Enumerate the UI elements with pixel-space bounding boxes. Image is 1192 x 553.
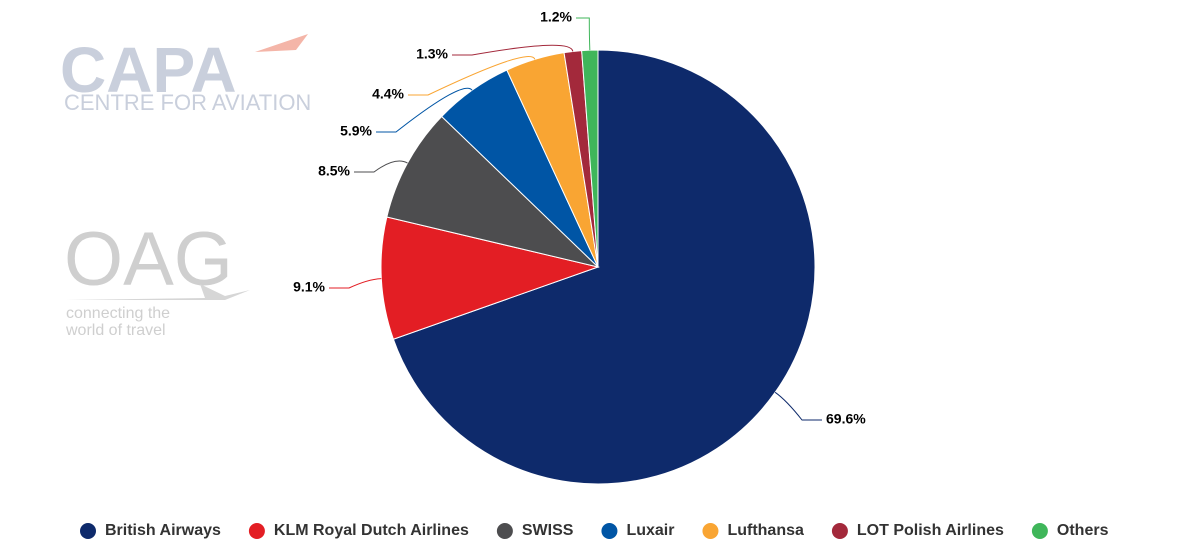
legend-label: SWISS <box>522 522 574 539</box>
legend-marker <box>1031 523 1048 539</box>
legend-marker <box>248 523 265 539</box>
capa-logo-swoosh <box>255 34 308 52</box>
data-label: 1.2% <box>540 9 572 25</box>
leader-line <box>376 87 473 133</box>
legend-label: KLM Royal Dutch Airlines <box>274 522 469 539</box>
legend-marker <box>601 523 618 539</box>
legend-marker <box>80 523 96 539</box>
leader-line <box>329 278 382 289</box>
leader-line <box>452 44 574 56</box>
leader-line <box>408 56 536 96</box>
data-label: 4.4% <box>372 86 404 102</box>
leader-line <box>774 391 822 421</box>
legend-label: Luxair <box>626 522 674 539</box>
legend-label: British Airways <box>105 522 221 539</box>
pie-slice <box>392 49 816 485</box>
legend-label: Lufthansa <box>727 522 804 539</box>
data-label: 8.5% <box>318 163 350 179</box>
pie-slice <box>386 115 600 268</box>
legend-label: Others <box>1057 522 1109 539</box>
legend-marker <box>496 523 513 539</box>
oag-tagline: world of travel <box>65 322 166 339</box>
data-label: 69.6% <box>826 411 866 427</box>
leader-line <box>354 160 408 173</box>
leader-line <box>576 17 591 51</box>
capa-logo: CAPA <box>60 34 237 106</box>
oag-tagline: connecting the <box>66 305 170 322</box>
capa-subtitle: CENTRE FOR AVIATION <box>64 90 311 115</box>
pie-slice <box>380 216 600 340</box>
oag-plane <box>66 284 250 300</box>
legend-marker <box>831 523 848 539</box>
data-label: 1.3% <box>416 46 448 62</box>
data-label: 9.1% <box>293 279 325 295</box>
legend-label: LOT Polish Airlines <box>857 522 1004 539</box>
legend-marker <box>702 523 719 539</box>
data-label: 5.9% <box>340 123 372 139</box>
